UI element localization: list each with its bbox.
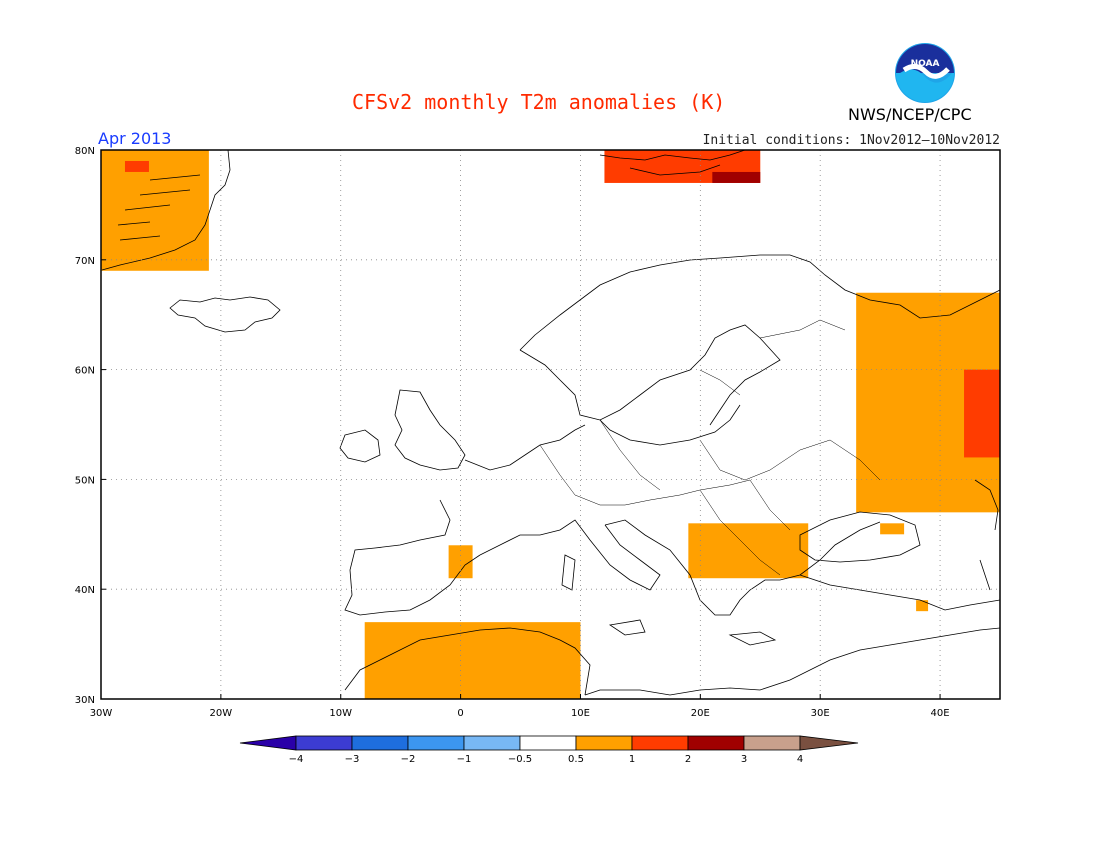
colorbar-label: 4 (797, 754, 803, 765)
lon-tick-label: 10E (571, 708, 590, 719)
colorbar-label: 1 (629, 754, 635, 765)
lon-tick-label: 30W (90, 708, 113, 719)
lon-tick-label: 40E (931, 708, 950, 719)
coastlines (101, 149, 1001, 696)
anomaly-cell (448, 545, 473, 579)
noaa-logo: NOAA (895, 43, 955, 103)
anomaly-cell (712, 171, 761, 183)
colorbar-label: −2 (401, 754, 416, 765)
colorbar-label: −4 (289, 754, 304, 765)
anomaly-cell (964, 369, 1000, 458)
map-frame (100, 149, 1001, 700)
anomaly-cells (101, 150, 1000, 699)
colorbar-swatch (687, 735, 745, 751)
lon-tick-label: 0 (457, 708, 463, 719)
colorbar-swatch (295, 735, 353, 751)
colorbar-swatch (351, 735, 409, 751)
axis-labels: 30W 20W 10W 0 10E 20E 30E 40E 30N 40N 50N 60N 70N 80N (75, 146, 950, 719)
anomaly-cell (124, 160, 149, 172)
colorbar-right-arrow (799, 735, 859, 751)
lat-tick-label: 60N (75, 366, 95, 377)
agency-label: NWS/NCEP/CPC (848, 105, 972, 124)
colorbar: −4 −3 −2 −1 −0.5 0.5 1 2 3 4 (239, 735, 859, 765)
colorbar-swatch (463, 735, 521, 751)
lon-tick-label: 30E (811, 708, 830, 719)
lon-tick-label: 20W (210, 708, 233, 719)
noaa-logo-text: NOAA (911, 59, 940, 69)
lat-tick-label: 80N (75, 146, 95, 157)
colorbar-left-arrow (239, 735, 297, 751)
lat-tick-label: 70N (75, 256, 95, 267)
lat-tick-label: 50N (75, 475, 95, 486)
anomaly-cell (364, 622, 581, 699)
colorbar-swatch (407, 735, 465, 751)
month-label: Apr 2013 (98, 129, 172, 148)
lon-tick-label: 20E (691, 708, 710, 719)
colorbar-swatch (575, 735, 633, 751)
map-title: CFSv2 monthly T2m anomalies (K) (352, 90, 726, 114)
anomaly-cell (916, 600, 929, 612)
colorbar-label: −3 (345, 754, 360, 765)
lon-tick-label: 10W (329, 708, 352, 719)
anomaly-cell (688, 523, 809, 579)
anomaly-cell (101, 150, 209, 271)
colorbar-label: 2 (685, 754, 691, 765)
colorbar-swatch (631, 735, 689, 751)
initial-conditions-label: Initial conditions: 1Nov2012–10Nov2012 (702, 133, 1000, 148)
lat-tick-label: 30N (75, 695, 95, 706)
colorbar-label: 3 (741, 754, 747, 765)
colorbar-label: 0.5 (568, 754, 584, 765)
colorbar-swatch (743, 735, 801, 751)
lat-tick-label: 40N (75, 585, 95, 596)
colorbar-label: −1 (457, 754, 472, 765)
anomaly-cell (880, 523, 905, 535)
colorbar-label: −0.5 (508, 754, 532, 765)
colorbar-swatch (519, 735, 577, 751)
